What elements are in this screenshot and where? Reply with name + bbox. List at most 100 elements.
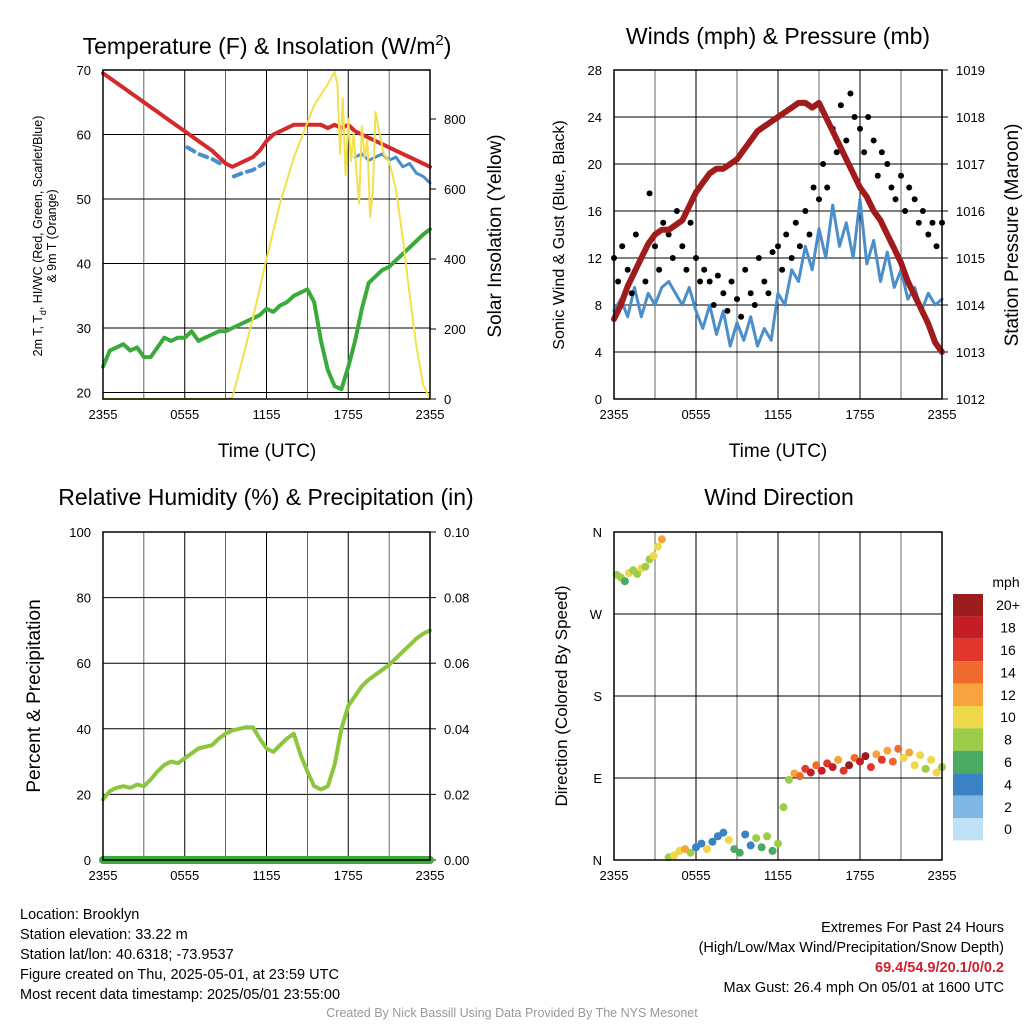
temperature-plot-area: 2355 0555 1155 1755 2355 20 30 40 50 60 70 0 200 400 6… xyxy=(77,63,466,422)
colorbar-label: 12 xyxy=(1000,687,1016,703)
temperature-y-axis-label-line2: & 9m T (Orange) xyxy=(45,189,59,282)
gust-point xyxy=(679,243,686,250)
humidity-plot-area: 2355 0555 1155 1755 23550204060801000.000.02… xyxy=(69,525,469,883)
winds-y2-tick-label: 1017 xyxy=(956,157,985,172)
gust-point xyxy=(687,219,694,226)
temperature-y-tick-label: 40 xyxy=(77,257,91,272)
gust-point xyxy=(683,266,690,273)
humidity-y2-tick-label: 0.00 xyxy=(444,853,469,868)
gust-point xyxy=(706,278,713,285)
temperature-x-tick-label: 2355 xyxy=(89,407,118,422)
temperature-nine_m_temp-line xyxy=(185,145,223,166)
gust-point xyxy=(902,208,909,214)
credit-line: Created By Nick Bassill Using Data Provi… xyxy=(326,1006,698,1020)
colorbar-swatch xyxy=(953,728,983,751)
wind-direction-point xyxy=(697,839,706,848)
gust-point xyxy=(761,278,768,285)
gust-point xyxy=(919,208,926,214)
colorbar-label: 2 xyxy=(1004,799,1012,815)
temperature-y2-tick-label: 800 xyxy=(444,112,466,127)
humidity-y-tick-label: 40 xyxy=(77,722,91,737)
temperature-y-tick-label: 20 xyxy=(77,386,91,401)
winds-y2-tick-label: 1019 xyxy=(956,63,985,78)
gust-point xyxy=(646,190,653,197)
wind-direction-x-tick-label: 1155 xyxy=(764,868,792,883)
gust-point xyxy=(878,149,885,156)
gust-point xyxy=(665,231,672,238)
winds-gust-series xyxy=(611,90,945,320)
wind-direction-point xyxy=(657,535,666,544)
wind-direction-point xyxy=(653,542,662,551)
wind-direction-point xyxy=(763,832,772,841)
gust-point xyxy=(888,184,895,191)
colorbar-swatch xyxy=(953,594,983,617)
gust-point xyxy=(742,266,749,273)
winds-y-tick-label: 28 xyxy=(588,63,602,78)
wind-direction-point xyxy=(774,839,782,848)
gust-point xyxy=(898,172,904,179)
winds-y2-tick-label: 1012 xyxy=(956,392,985,407)
gust-point xyxy=(851,114,858,120)
station-latlon: Station lat/lon: 40.6318; -73.9537 xyxy=(20,947,234,963)
wind-direction-point xyxy=(916,751,925,760)
extremes-title: Extremes For Past 24 Hours xyxy=(821,920,1004,936)
colorbar-label: 10 xyxy=(1000,709,1016,725)
humidity-y2-tick-label: 0.08 xyxy=(444,591,469,606)
gust-point xyxy=(673,208,680,214)
gust-point xyxy=(619,243,626,250)
gust-point xyxy=(710,302,717,308)
winds-y-tick-label: 12 xyxy=(588,251,602,266)
gust-point xyxy=(783,231,790,238)
winds-wind-line xyxy=(612,197,944,348)
wind-direction-point xyxy=(828,763,837,772)
winds-x-tick-label: 2355 xyxy=(928,407,957,422)
wind-direction-point xyxy=(702,845,711,854)
wind-direction-y-tick-label: E xyxy=(593,771,602,786)
colorbar-label: 8 xyxy=(1004,732,1012,748)
gust-point xyxy=(728,278,735,285)
gust-point xyxy=(806,231,813,238)
humidity-x-tick-label: 0555 xyxy=(170,868,199,883)
wind-direction-point xyxy=(735,848,744,857)
winds-y-tick-label: 0 xyxy=(595,392,602,407)
humidity-panel-title: Relative Humidity (%) & Precipitation (i… xyxy=(58,484,473,510)
gust-point xyxy=(874,172,881,179)
temperature-x-tick-label: 1755 xyxy=(334,407,363,422)
wind-direction-point xyxy=(795,772,804,781)
wind-direction-point xyxy=(741,830,750,839)
wind-direction-point xyxy=(641,562,650,571)
wind-direction-point xyxy=(620,577,629,586)
humidity-y-tick-label: 80 xyxy=(77,591,91,606)
wind-direction-x-tick-label: 2355 xyxy=(928,868,957,883)
station-info: Location: Brooklyn Station elevation: 33… xyxy=(20,905,340,1005)
wind-direction-point xyxy=(708,837,717,846)
wind-direction-point xyxy=(633,569,642,578)
winds-y2-tick-label: 1013 xyxy=(956,345,985,360)
colorbar-swatch xyxy=(953,706,983,729)
gust-point xyxy=(870,137,877,144)
gust-point xyxy=(820,161,827,167)
winds-frame xyxy=(613,69,943,400)
wind-direction-x-tick-label: 2355 xyxy=(600,868,629,883)
gust-point xyxy=(843,137,850,144)
gust-point xyxy=(810,184,817,191)
station-location: Location: Brooklyn xyxy=(20,907,140,923)
gust-point xyxy=(788,255,795,261)
wind-direction-point xyxy=(894,744,903,753)
gust-point xyxy=(652,243,658,250)
wind-direction-point xyxy=(768,846,777,855)
gust-point xyxy=(632,231,639,238)
wind-direction-point xyxy=(817,766,826,775)
colorbar-label: 16 xyxy=(1000,642,1016,658)
wind-direction-point xyxy=(845,761,854,770)
temperature-dewpoint-line xyxy=(101,227,432,392)
figure-created: Figure created on Thu, 2025-05-01, at 23… xyxy=(20,967,339,983)
colorbar-swatch xyxy=(953,661,983,684)
wind-direction-point xyxy=(806,768,815,777)
wind-direction-point xyxy=(649,551,658,560)
gust-point xyxy=(884,161,891,167)
gust-point xyxy=(824,184,831,191)
gust-point xyxy=(738,313,745,320)
wind-direction-point xyxy=(670,851,679,860)
